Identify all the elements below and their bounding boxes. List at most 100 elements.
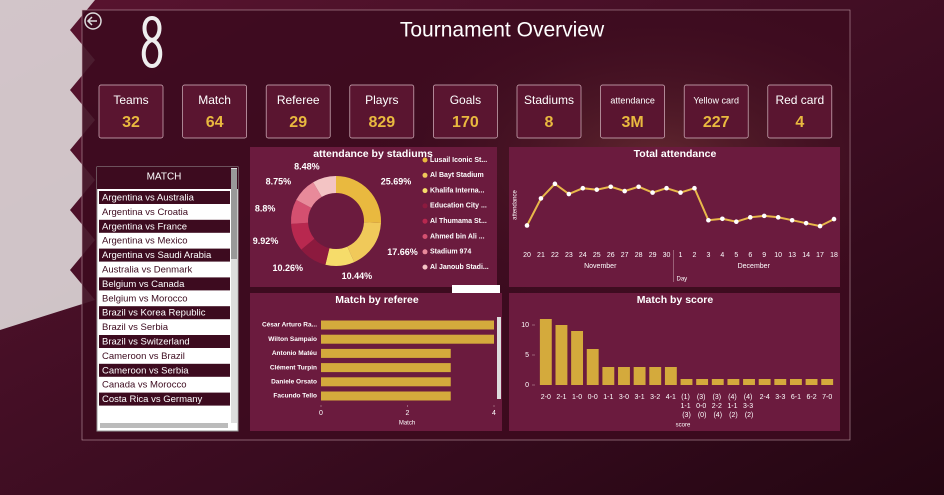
dashboard-title: Tournament Overview — [400, 19, 605, 42]
bar — [602, 367, 615, 385]
match-item: Argentina vs Mexico — [102, 236, 188, 247]
slice-label: 9.92% — [253, 236, 279, 246]
slice-label: 8.75% — [266, 177, 292, 187]
x-tick-label: 14 — [802, 252, 810, 259]
match-item-bg[interactable] — [99, 320, 230, 334]
x-axis-label: Day — [677, 277, 688, 283]
slicer-header-bg — [97, 167, 238, 189]
match-item-bg[interactable] — [99, 205, 230, 219]
x-tick-label: (3) 0-0 (0) — [696, 394, 708, 419]
x-group-label: November — [584, 263, 617, 270]
slicer-header: MATCH — [147, 172, 182, 183]
match-item-bg[interactable] — [99, 378, 230, 392]
point — [747, 215, 753, 220]
kpi-card — [265, 84, 331, 139]
x-tick-label: 2-0 — [541, 394, 551, 401]
match-item-bg[interactable] — [99, 335, 230, 348]
kpi-label: Referee — [277, 93, 320, 107]
match-item-bg[interactable] — [99, 363, 230, 377]
x-tick-label: 20 — [523, 252, 531, 259]
kpi-label: Teams — [113, 93, 148, 107]
x-tick-label: 30 — [663, 252, 671, 259]
slice-label: 8.8% — [255, 204, 276, 214]
kpi-value: 3M — [621, 114, 643, 131]
y-tick-label: Clément Turpin — [270, 364, 317, 371]
kpi-label: Red card — [775, 93, 824, 107]
match-item-bg[interactable] — [99, 219, 230, 233]
kpi-value: 170 — [452, 114, 479, 131]
bar — [805, 379, 818, 385]
kpi-value: 29 — [289, 114, 307, 131]
visual-toolbar[interactable] — [452, 285, 500, 293]
bar — [321, 334, 494, 344]
point — [594, 187, 600, 192]
y-tick-label: Facundo Tello — [273, 393, 317, 400]
x-tick-label: 24 — [579, 252, 587, 259]
donut-slice — [325, 246, 355, 266]
match-item-bg[interactable] — [99, 306, 230, 320]
legend-label: Lusail Iconic St... — [430, 157, 487, 164]
attendance-panel — [509, 147, 840, 287]
x-tick-label: 4 — [492, 410, 496, 417]
match-item-bg[interactable] — [99, 191, 230, 204]
bar — [743, 379, 755, 385]
kpi-card — [516, 84, 582, 139]
donut-slice — [290, 199, 312, 224]
bar — [321, 320, 494, 330]
donut-slice — [291, 222, 315, 250]
legend-swatch — [422, 218, 428, 224]
x-tick-label: 4 — [720, 252, 724, 259]
point — [650, 190, 655, 195]
bar — [539, 319, 552, 385]
match-item-bg[interactable] — [99, 349, 230, 363]
point — [552, 181, 558, 187]
legend-label: Al Thumama St... — [430, 218, 487, 225]
match-item: Belgium vs Morocco — [102, 293, 188, 304]
x-tick-label: 1 — [679, 252, 683, 259]
x-tick-label: 2 — [406, 410, 410, 417]
match-item: Brazil vs Switzerland — [102, 337, 190, 348]
match-item-bg[interactable] — [99, 291, 230, 305]
x-axis-label: score — [676, 423, 691, 429]
scrollbar-track — [231, 168, 237, 423]
point — [678, 190, 683, 195]
bar — [774, 379, 787, 385]
y-tick-label: Daniele Orsato — [271, 379, 317, 386]
match-item-bg[interactable] — [99, 248, 230, 262]
back-arrow — [86, 16, 97, 26]
kpi-card — [767, 84, 833, 139]
kpi-label: Stadiums — [524, 93, 574, 107]
kpi-label: Yellow card — [693, 95, 739, 105]
legend-swatch — [422, 234, 428, 239]
x-tick-label: 2-4 — [760, 394, 770, 401]
kpi-value: 64 — [206, 114, 224, 131]
kpi-label: Goals — [450, 93, 481, 107]
h-scrollbar[interactable] — [100, 423, 228, 428]
match-item-bg[interactable] — [99, 392, 230, 406]
x-tick-label: 2 — [693, 252, 697, 259]
kpi-value: 4 — [795, 114, 804, 131]
back-button[interactable] — [84, 12, 102, 30]
x-tick-label: (3) 2-2 (4) — [712, 394, 724, 419]
x-tick-label: 1-1 — [603, 394, 613, 401]
match-item-bg[interactable] — [99, 277, 230, 291]
match-item: Canada vs Morocco — [102, 380, 186, 391]
donut-slice — [296, 182, 322, 208]
x-tick-label: 23 — [565, 252, 573, 259]
point — [706, 217, 711, 223]
match-item-bg[interactable] — [99, 263, 230, 276]
scrollbar-thumb[interactable] — [231, 169, 237, 259]
y-tick-label: César Arturo Ra... — [262, 322, 317, 329]
y-tick-label: Antonio Matéu — [272, 350, 317, 357]
chart-title: Total attendance — [634, 148, 717, 160]
match-item: Argentina vs Croatia — [102, 207, 189, 218]
flag-decoration — [0, 0, 95, 330]
point — [761, 213, 767, 219]
point — [817, 223, 823, 229]
referee-panel — [250, 293, 502, 431]
match-item-bg[interactable] — [99, 234, 230, 248]
donut-slice — [301, 238, 330, 265]
kpi-card — [683, 84, 749, 139]
slice-label: 17.66% — [387, 247, 418, 257]
point — [566, 191, 572, 197]
